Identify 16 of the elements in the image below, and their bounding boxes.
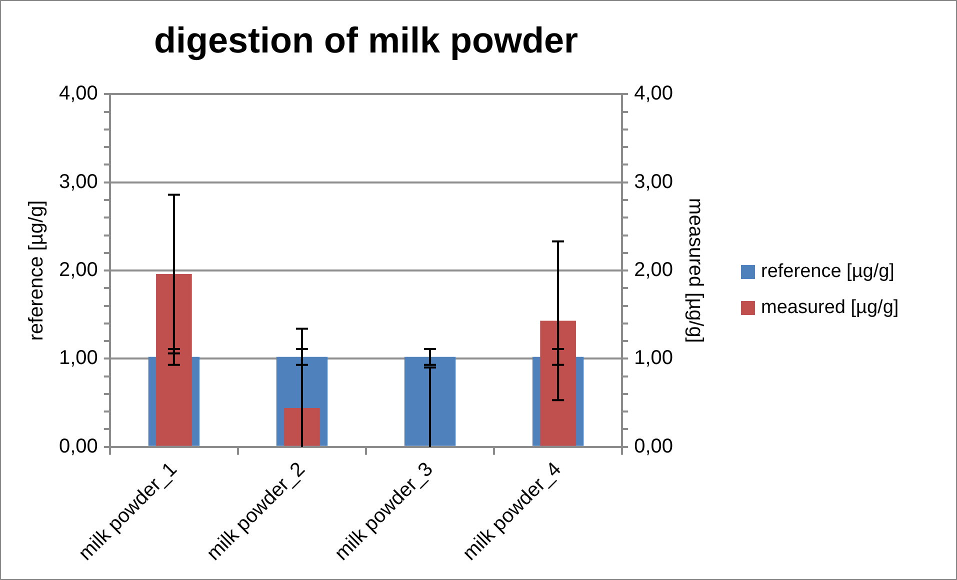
y2-axis-title: measured [µg/g]	[684, 198, 706, 343]
y-tick-label: 1,00	[58, 347, 98, 370]
y2-tick-label: 0,00	[634, 435, 674, 458]
y2-tick-label: 3,00	[634, 170, 674, 193]
y-tick-label: 0,00	[58, 435, 98, 458]
y2-tick-label: 4,00	[634, 82, 674, 105]
y-tick-label: 2,00	[58, 259, 98, 282]
y-tick-label: 4,00	[58, 82, 98, 105]
y2-tick-label: 2,00	[634, 259, 674, 282]
chart-title: digestion of milk powder	[154, 20, 578, 61]
legend-label: reference [µg/g]	[761, 261, 894, 283]
bar	[284, 408, 320, 446]
y-axis-title: reference [µg/g]	[26, 200, 48, 341]
y2-tick-label: 1,00	[634, 347, 674, 370]
legend-label: measured [µg/g]	[761, 297, 899, 319]
y-tick-label: 3,00	[58, 170, 98, 193]
